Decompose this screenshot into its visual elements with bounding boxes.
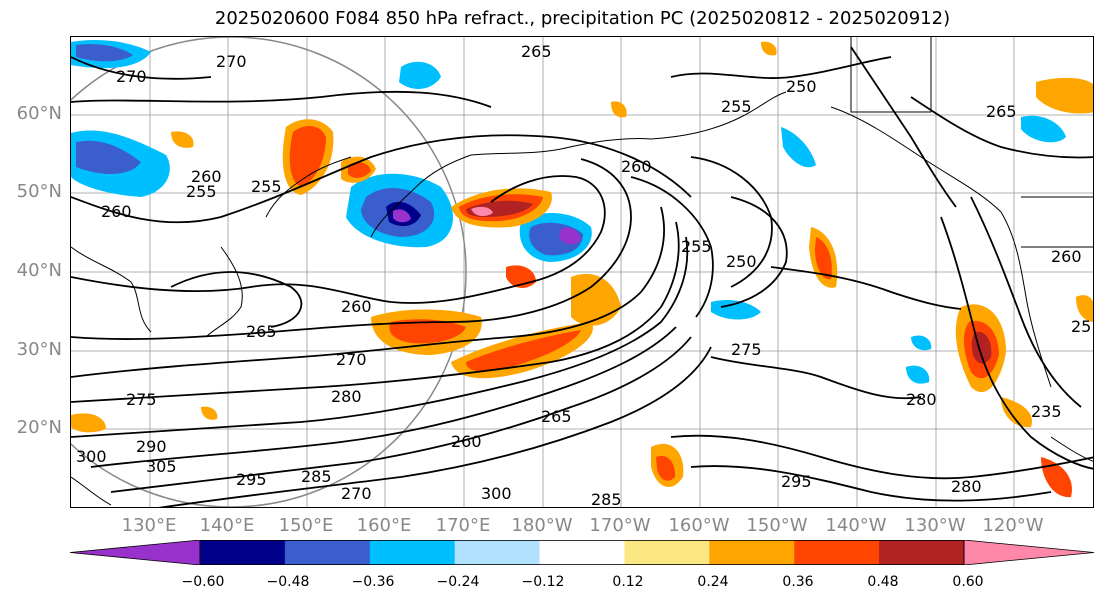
colorbar-segment: [455, 540, 540, 565]
lon-label: 170°E: [423, 515, 503, 536]
colorbar-segment: [624, 540, 709, 565]
map-panel: 265 270 270 250 255 255 255 260 260 260 …: [70, 36, 1094, 508]
colorbar-tick: 0.36: [758, 574, 838, 590]
colorbar-tick: 0.60: [928, 574, 1008, 590]
contour-label: 270: [336, 350, 367, 369]
lon-label: 160°W: [659, 515, 739, 536]
lon-label: 150°W: [737, 515, 817, 536]
contour-label: 255: [681, 237, 712, 256]
colorbar-tick: −0.36: [333, 574, 413, 590]
lon-label: 140°W: [816, 515, 896, 536]
contour-label: 260: [341, 297, 372, 316]
colorbar-tick: −0.12: [503, 574, 583, 590]
lon-label: 130°W: [895, 515, 975, 536]
lon-label: 150°E: [266, 515, 346, 536]
colorbar-segment: [709, 540, 794, 565]
colorbar-tick: 0.48: [843, 574, 923, 590]
colorbar-segments: [70, 540, 1094, 565]
lat-label: 20°N: [2, 417, 62, 438]
lon-label: 130°E: [109, 515, 189, 536]
colorbar-tick: −0.60: [163, 574, 243, 590]
colorbar-segment: [200, 540, 285, 565]
contour-label: 25: [1071, 317, 1091, 336]
contour-label: 265: [521, 42, 552, 61]
colorbar-segment: [879, 540, 964, 565]
contour-label: 295: [236, 470, 267, 489]
lon-label: 120°W: [973, 515, 1053, 536]
contour-label: 260: [1051, 247, 1082, 266]
colorbar-segment: [794, 540, 879, 565]
lon-label: 180°W: [502, 515, 582, 536]
lat-label: 30°N: [2, 339, 62, 360]
colorbar-tick: −0.48: [248, 574, 328, 590]
map-canvas: 265 270 270 250 255 255 255 260 260 260 …: [71, 37, 1094, 508]
lon-label: 170°W: [580, 515, 660, 536]
contour-label: 260: [101, 202, 132, 221]
colorbar-tick: 0.12: [588, 574, 668, 590]
contour-label: 275: [126, 390, 157, 409]
coastlines: [71, 37, 1094, 505]
colorbar-segment: [285, 540, 370, 565]
contour-label: 255: [721, 97, 752, 116]
contour-label: 265: [986, 102, 1017, 121]
contour-label: 260: [451, 432, 482, 451]
contour-label: 270: [341, 484, 372, 503]
contour-label: 275: [731, 340, 762, 359]
contour-label: 285: [591, 490, 622, 508]
contour-label: 250: [726, 252, 757, 271]
contour-label: 260: [621, 157, 652, 176]
contour-label: 305: [146, 457, 177, 476]
contour-label: 265: [541, 407, 572, 426]
colorbar-segment: [540, 540, 625, 565]
colorbar-segment: [370, 540, 455, 565]
map-title: 2025020600 F084 850 hPa refract., precip…: [0, 8, 1105, 29]
lon-label: 140°E: [187, 515, 267, 536]
contour-label: 280: [951, 477, 982, 496]
contour-label: 250: [786, 77, 817, 96]
contour-label: 280: [906, 390, 937, 409]
contour-label: 270: [116, 67, 147, 86]
contour-label: 300: [76, 447, 107, 466]
contour-label: 280: [331, 387, 362, 406]
colorbar-extension-low: [70, 540, 200, 565]
lon-label: 160°E: [344, 515, 424, 536]
contour-label: 285: [301, 467, 332, 486]
colorbar: [70, 540, 1094, 565]
contour-label: 235: [1031, 402, 1062, 421]
colorbar-tick: 0.24: [673, 574, 753, 590]
colorbar-tick: −0.24: [418, 574, 498, 590]
colorbar-extension-high: [964, 540, 1094, 565]
lat-label: 50°N: [2, 181, 62, 202]
contour-label: 295: [781, 472, 812, 491]
contour-label: 265: [246, 322, 277, 341]
contour-label: 300: [481, 484, 512, 503]
contour-label: 270: [216, 52, 247, 71]
lat-label: 40°N: [2, 260, 62, 281]
contour-label: 290: [136, 437, 167, 456]
contour-label: 255: [251, 177, 282, 196]
lat-label: 60°N: [2, 103, 62, 124]
contour-label: 255: [186, 182, 217, 201]
